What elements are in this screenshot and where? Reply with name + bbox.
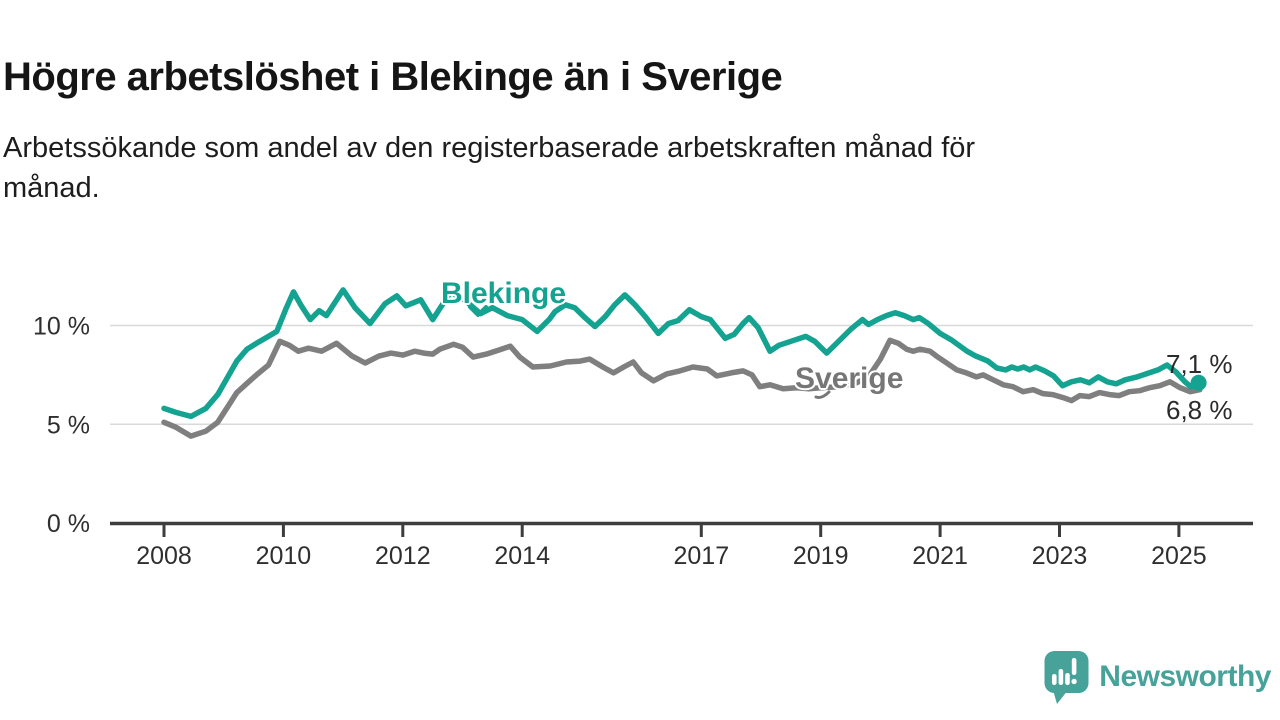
end-point-marker bbox=[1190, 374, 1207, 391]
y-tick-label: 5 % bbox=[47, 411, 90, 439]
tick-mark-icon bbox=[814, 390, 831, 399]
x-tick-label: 2025 bbox=[1151, 542, 1207, 570]
x-tick-label: 2010 bbox=[256, 542, 312, 570]
series-label-blekinge: Blekinge bbox=[441, 277, 567, 310]
chart-subtitle: Arbetssökande som andel av den registerb… bbox=[3, 128, 975, 208]
y-tick-label: 0 % bbox=[47, 510, 90, 538]
end-value-label-blekinge: 7,1 % bbox=[1166, 349, 1233, 379]
x-tick-label: 2014 bbox=[494, 542, 550, 570]
x-tick-label: 2008 bbox=[136, 542, 192, 570]
newsworthy-wordmark: Newsworthy bbox=[1099, 660, 1271, 693]
x-tick-label: 2021 bbox=[912, 542, 968, 570]
x-tick-label: 2012 bbox=[375, 542, 431, 570]
series-line-sverige bbox=[161, 337, 1203, 439]
series-line-blekinge bbox=[161, 287, 1202, 420]
page-title: Högre arbetslöshet i Blekinge än i Sveri… bbox=[3, 54, 783, 99]
chart-subtitle-line2: månad. bbox=[3, 172, 100, 204]
x-tick-label: 2023 bbox=[1032, 542, 1088, 570]
newsworthy-bubble-chart-icon bbox=[1044, 651, 1089, 704]
x-tick-label: 2017 bbox=[673, 542, 729, 570]
chart-subtitle-line1: Arbetssökande som andel av den registerb… bbox=[3, 132, 976, 164]
y-tick-label: 10 % bbox=[33, 313, 90, 341]
chevron-down-icon bbox=[468, 305, 488, 317]
end-value-label-sverige: 6,8 % bbox=[1166, 395, 1233, 425]
newsworthy-logo: Newsworthy bbox=[1043, 648, 1271, 706]
series-label-sverige: Sverige bbox=[795, 362, 904, 395]
x-tick-label: 2019 bbox=[793, 542, 849, 570]
